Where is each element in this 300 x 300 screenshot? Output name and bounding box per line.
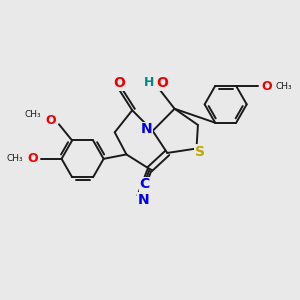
Text: CH₃: CH₃ [6, 154, 23, 163]
Text: O: O [27, 152, 38, 165]
Text: H: H [144, 76, 154, 89]
Text: C: C [140, 177, 150, 191]
Text: S: S [195, 145, 205, 159]
Text: O: O [156, 76, 168, 90]
Text: O: O [261, 80, 272, 92]
Text: N: N [138, 193, 149, 207]
Text: CH₃: CH₃ [24, 110, 41, 119]
Text: O: O [46, 114, 56, 127]
Text: CH₃: CH₃ [275, 82, 292, 91]
Text: O: O [113, 76, 125, 90]
Text: N: N [141, 122, 153, 136]
